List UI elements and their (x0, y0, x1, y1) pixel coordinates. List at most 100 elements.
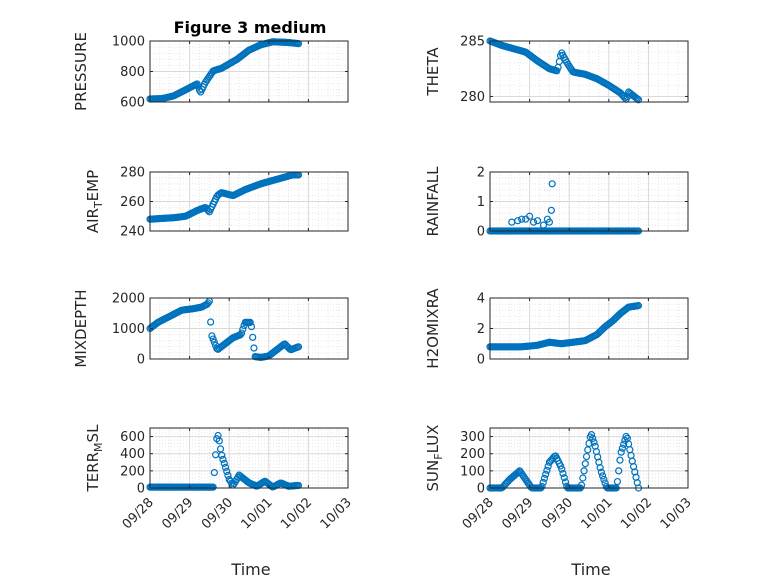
data-point (617, 448, 625, 456)
axes-box (489, 40, 689, 103)
data-point (547, 206, 555, 214)
data-point (597, 468, 605, 476)
data-point (209, 483, 217, 491)
y-tick-label: 0 (477, 482, 485, 497)
data-point (538, 482, 546, 490)
data-point (553, 67, 561, 75)
y-axis-label: RAINFALL (424, 166, 442, 237)
data-point (580, 467, 588, 475)
data-point (558, 465, 566, 473)
data-series (146, 171, 303, 223)
y-tick-label: 0 (137, 482, 145, 497)
y-tick-label: 600 (120, 430, 145, 445)
data-point (548, 180, 556, 188)
data-point (616, 456, 624, 464)
data-point (239, 325, 247, 333)
data-point (514, 217, 522, 225)
major-grid (150, 428, 348, 488)
data-point (223, 467, 231, 475)
data-point (542, 470, 550, 478)
data-point (587, 431, 596, 439)
y-tick-label: 0 (137, 353, 145, 368)
data-point (250, 344, 258, 352)
data-point (210, 338, 218, 346)
data-point (600, 475, 608, 484)
data-point (518, 215, 526, 223)
data-point (584, 446, 592, 454)
y-tick-label: 2000 (112, 292, 145, 307)
subplot-pressure: 600 800 1000 PRESSURE Figure 3 medium (72, 18, 349, 111)
data-point (215, 437, 223, 445)
data-point (224, 471, 232, 480)
y-tick-label: 1000 (112, 322, 145, 337)
y-tick-label: 1000 (112, 35, 145, 50)
y-tick-label: 300 (460, 430, 485, 445)
y-tick-label: 2 (477, 322, 485, 337)
data-point (207, 318, 215, 326)
data-point (539, 478, 547, 486)
y-tick-label: 800 (120, 65, 145, 80)
data-point (561, 478, 570, 486)
data-point (216, 445, 225, 453)
chart-title: Figure 3 medium (174, 18, 327, 37)
data-point (545, 218, 554, 226)
data-point (529, 218, 538, 226)
y-tick-label: 600 (120, 96, 145, 111)
y-tick-label: 200 (120, 464, 145, 479)
y-tick-label: 0 (477, 225, 485, 240)
data-point (220, 459, 228, 467)
y-axis-label: MIXDEPTH (72, 289, 90, 367)
data-point (294, 343, 303, 351)
y-tick-label: 1 (477, 195, 485, 210)
data-point (618, 444, 627, 452)
data-point (525, 212, 534, 220)
data-point (218, 451, 226, 459)
data-point (221, 463, 230, 471)
subplot-h2omixra: 0 2 4 H2OMIXRA (424, 288, 689, 369)
y-tick-label: 100 (460, 464, 485, 479)
data-point (596, 464, 604, 472)
data-point (613, 477, 622, 486)
x-axis-label: Time (570, 560, 610, 579)
data-point (539, 221, 548, 229)
subplot-mixdepth: 0 1000 2000 MIXDEPTH (72, 289, 349, 368)
data-point (209, 335, 217, 343)
data-point (589, 434, 597, 442)
minor-grid (150, 172, 348, 231)
x-axis-label: Time (230, 560, 270, 579)
data-point (246, 318, 254, 326)
data-point (620, 440, 628, 448)
major-grid (150, 41, 348, 102)
y-tick-label: 285 (460, 35, 485, 50)
data-point (579, 474, 587, 482)
data-point (543, 466, 551, 474)
subplot-air-temp: 240 260 280 AIRTEMP (84, 166, 349, 240)
data-point (634, 96, 643, 104)
y-axis-label: TERRMSL (84, 424, 105, 493)
major-grid (150, 172, 348, 231)
y-axis-label: THETA (424, 47, 442, 97)
data-series (486, 37, 643, 104)
data-point (581, 460, 589, 468)
y-axis-label: H2OMIXRA (424, 288, 442, 369)
data-point (249, 333, 257, 341)
data-point (599, 472, 607, 480)
data-point (590, 438, 598, 446)
data-point (236, 331, 244, 339)
y-tick-label: 200 (460, 447, 485, 462)
data-point (208, 332, 216, 340)
y-tick-label: 280 (120, 166, 145, 181)
subplot-theta: 280 285 THETA (424, 35, 689, 105)
data-point (533, 217, 542, 225)
y-tick-label: 260 (120, 195, 145, 210)
data-point (615, 467, 623, 475)
data-point (247, 323, 256, 331)
data-point (560, 474, 568, 482)
data-point (634, 302, 643, 310)
y-tick-label: 240 (120, 225, 145, 240)
major-grid (490, 172, 688, 231)
y-axis-label: SUNFLUX (424, 425, 445, 492)
data-series (146, 297, 303, 361)
data-point (585, 439, 593, 448)
